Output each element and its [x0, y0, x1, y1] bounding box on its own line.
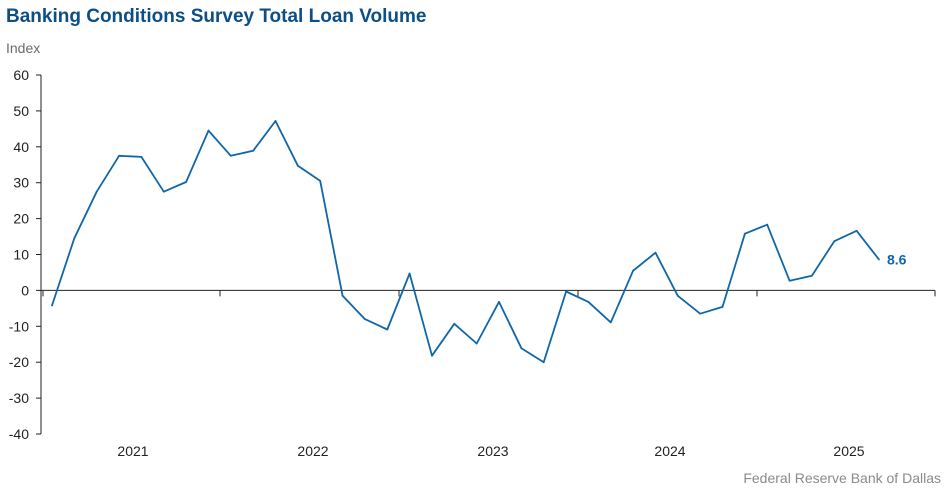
data-point: [498, 300, 500, 303]
series-line: [51, 120, 880, 364]
data-point: [118, 154, 120, 157]
data-point: [162, 190, 165, 193]
data-point: [140, 155, 143, 158]
y-tick-label: 40: [13, 139, 29, 155]
data-point: [274, 120, 277, 122]
data-point: [364, 318, 366, 321]
y-axis-label: Index: [6, 40, 41, 56]
y-tick-label: 0: [21, 282, 29, 298]
data-point: [878, 258, 880, 261]
data-point: [386, 328, 389, 331]
data-point: [431, 354, 433, 357]
series-group: 8.6: [51, 120, 907, 364]
x-tick-label: 2025: [833, 443, 864, 459]
y-tick-label: 10: [13, 247, 29, 263]
data-point: [229, 154, 232, 157]
x-tick-label: 2023: [477, 443, 508, 459]
x-tick-label: 2021: [117, 443, 148, 459]
data-point: [341, 294, 344, 297]
data-point: [207, 129, 210, 132]
data-point: [654, 251, 657, 254]
y-tick-label: -20: [9, 354, 29, 370]
end-value-label: 8.6: [887, 252, 907, 268]
data-point: [252, 149, 255, 152]
data-point: [632, 269, 634, 272]
data-point: [453, 322, 456, 325]
y-axis: 60 50 40 30 20 10 0 -10 -20 -30 -40: [9, 67, 42, 442]
x-tick-label: 2022: [297, 443, 328, 459]
data-point: [185, 181, 188, 183]
data-point: [51, 304, 53, 307]
data-point: [319, 180, 322, 182]
data-point: [743, 232, 746, 235]
x-tick-label: 2024: [654, 443, 685, 459]
y-tick-label: 30: [13, 175, 29, 191]
data-point: [296, 164, 299, 167]
data-point: [609, 321, 612, 324]
y-tick-label: 50: [13, 103, 29, 119]
data-point: [95, 190, 98, 193]
data-point: [587, 300, 590, 303]
y-tick-label: -30: [9, 390, 29, 406]
data-point: [699, 312, 702, 315]
data-point: [520, 347, 523, 350]
y-tick-label: -40: [9, 426, 29, 442]
data-point: [833, 240, 836, 243]
x-axis: 2021 2022 2023 2024 2025: [41, 289, 936, 459]
data-point: [721, 306, 724, 308]
data-point: [565, 290, 567, 293]
data-point: [766, 223, 769, 226]
source-note: Federal Reserve Bank of Dallas: [743, 470, 941, 486]
chart-title: Banking Conditions Survey Total Loan Vol…: [6, 6, 427, 27]
data-point: [475, 342, 478, 345]
y-tick-label: -10: [9, 318, 29, 334]
data-point: [408, 272, 411, 275]
data-point: [676, 294, 679, 297]
y-tick-label: 20: [13, 211, 29, 227]
data-point: [73, 237, 76, 240]
data-point: [542, 361, 545, 364]
y-tick-label: 60: [13, 67, 29, 83]
data-point: [855, 229, 858, 232]
data-point: [811, 274, 813, 277]
data-point: [788, 279, 791, 282]
